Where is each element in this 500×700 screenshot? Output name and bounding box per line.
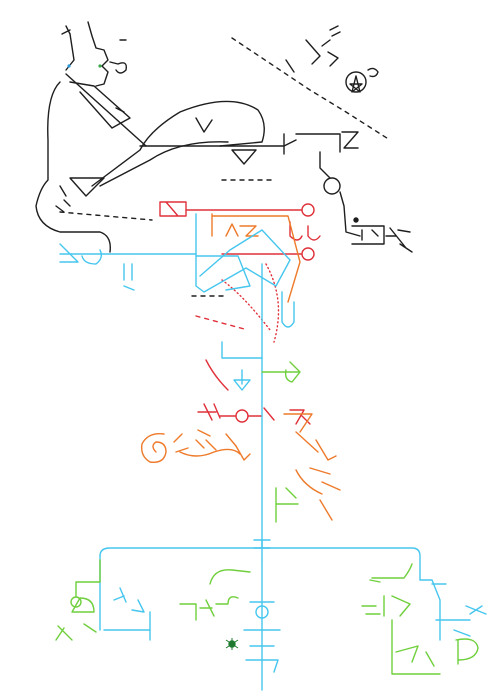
- wing-notch: [195, 117, 213, 133]
- eye-dot-blue: [67, 64, 71, 68]
- top-right-glyph: [285, 39, 339, 73]
- orange-right-cluster: [283, 413, 341, 521]
- cyan-triangle-left: [59, 243, 79, 263]
- red-circle-bottom: [301, 247, 315, 261]
- red-u-left: [289, 221, 303, 241]
- triangle-mid: [231, 149, 257, 165]
- cyan-right-loop: [281, 291, 295, 328]
- cyan-diamond-box: [195, 213, 291, 293]
- ear-curl: [109, 61, 128, 74]
- right-wire: [339, 191, 361, 237]
- dashed-line-a: [59, 211, 153, 221]
- cyan-node-left: [221, 341, 263, 359]
- green-left-cluster: [55, 559, 101, 641]
- cyan-left-glyphs: [113, 587, 145, 613]
- curl-glyph: [367, 67, 379, 78]
- small-dot: [353, 217, 359, 223]
- star-circle: [345, 71, 367, 93]
- red-cross-top: [197, 403, 221, 421]
- cyan-right-branch: [419, 579, 441, 641]
- red-u-right: [307, 225, 321, 241]
- face-line: [65, 33, 75, 71]
- cyan-bars: [123, 263, 135, 291]
- cyan-region: [59, 213, 487, 691]
- black-node-circle: [323, 177, 341, 195]
- red-dashed-diag: [195, 315, 249, 331]
- body-outline: [35, 81, 111, 253]
- wing-outline: [91, 100, 265, 187]
- orange-spiral: [140, 433, 167, 463]
- red-line-mid: [219, 407, 275, 421]
- red-circle-mid: [235, 409, 249, 423]
- green-region: [55, 361, 479, 675]
- box-symbol: [283, 133, 341, 155]
- cyan-right-glyphs: [431, 583, 487, 637]
- cyan-bus-drop: [253, 539, 271, 561]
- dark-green-spikes: [225, 638, 239, 650]
- eye-dot-green: [98, 64, 102, 68]
- cross-line: [65, 73, 147, 147]
- red-wave: [205, 359, 229, 391]
- green-vertical-right: [275, 487, 299, 523]
- red-arrow-right: [289, 409, 311, 425]
- red-circle-top: [301, 203, 315, 217]
- dark-green-mark: [225, 638, 239, 650]
- orange-wave: [179, 448, 241, 457]
- cyan-loop: [81, 249, 103, 265]
- star-glyph: [349, 75, 363, 93]
- dashed-line-c: [231, 37, 391, 141]
- orange-region: [140, 213, 341, 521]
- black-region: [35, 21, 413, 253]
- cyan-center-lines: [243, 601, 281, 673]
- drop-wire: [319, 151, 331, 179]
- head-outline: [87, 21, 109, 87]
- cyan-down-arrow: [233, 369, 251, 391]
- red-dotted: [221, 263, 280, 343]
- main-wire: [139, 139, 297, 147]
- orange-a: [225, 223, 239, 237]
- green-left-circle: [70, 596, 82, 608]
- triangle-left: [69, 177, 105, 197]
- cyan-horizontal-bus: [99, 547, 421, 581]
- green-center-left: [179, 596, 239, 621]
- red-region: [159, 201, 321, 425]
- orange-drop: [235, 445, 251, 461]
- z-symbol: [341, 131, 359, 149]
- body-inner: [69, 81, 131, 129]
- wing-lower: [99, 141, 229, 187]
- green-right-lower: [391, 619, 479, 675]
- red-box: [159, 201, 187, 217]
- hash-marks: [329, 25, 341, 37]
- cyan-center-circle: [255, 605, 269, 619]
- tick-marks: [55, 185, 71, 213]
- orange-curve: [295, 469, 323, 495]
- orange-outline: [211, 213, 301, 303]
- green-glyph-top: [261, 361, 301, 383]
- green-right-cluster: [361, 563, 413, 617]
- cyan-inner: [195, 255, 251, 291]
- hair-mark: [61, 25, 71, 35]
- right-symbols: [351, 225, 413, 253]
- green-center-arc: [209, 569, 251, 585]
- small-bars: [115, 39, 127, 113]
- orange-strokes-left: [173, 429, 237, 453]
